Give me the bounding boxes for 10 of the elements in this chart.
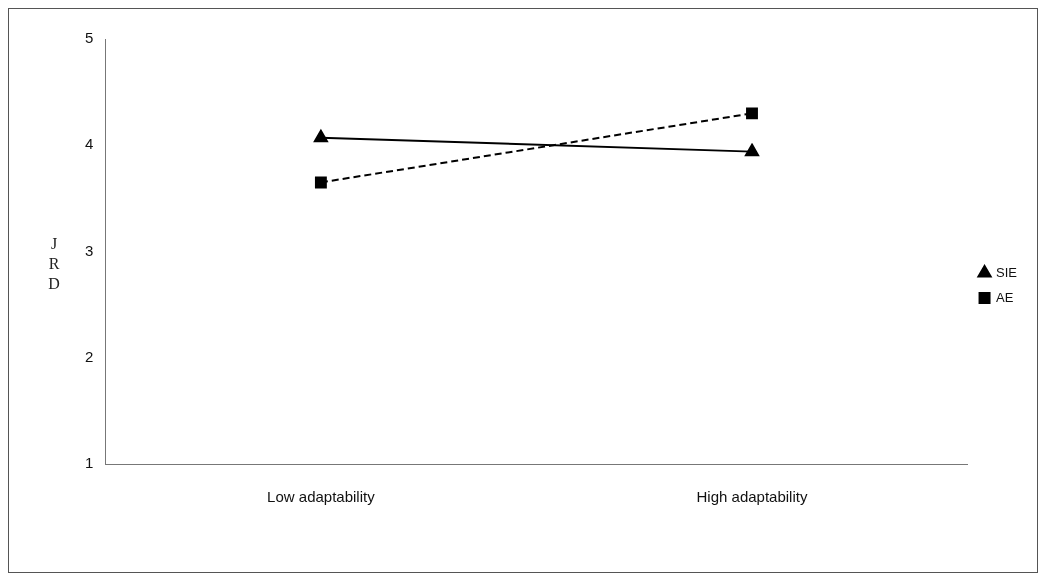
y-tick-label: 4	[85, 135, 94, 153]
y-tick-label: 1	[85, 454, 94, 472]
x-tick-label: High adaptability	[696, 488, 808, 506]
y-tick-label: 5	[85, 29, 94, 47]
y-tick-label: 2	[85, 347, 94, 365]
legend-label: SIE	[996, 264, 1018, 280]
y-tick-label: 3	[85, 241, 94, 259]
x-tick-label: Low adaptability	[267, 488, 376, 506]
legend-label: AE	[996, 289, 1014, 305]
y-axis-title: JRD	[48, 235, 60, 292]
